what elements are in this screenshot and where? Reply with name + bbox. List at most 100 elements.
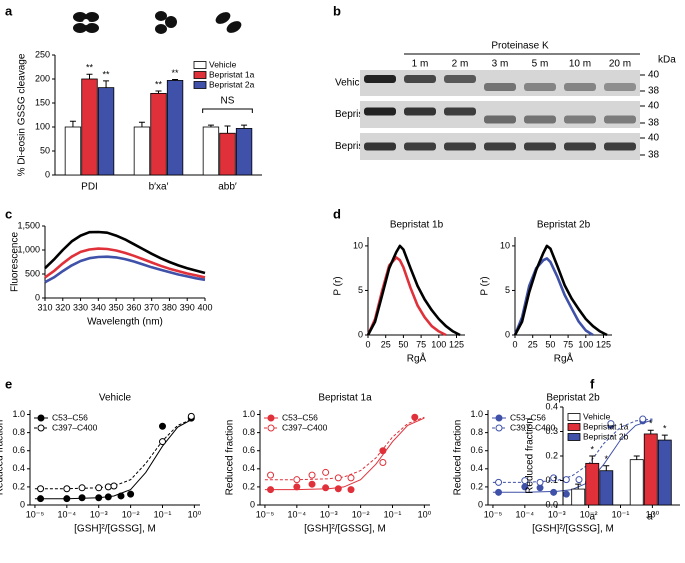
blot-band	[364, 75, 396, 83]
y-tick-label: 0	[250, 499, 255, 509]
y-axis-label: P (r)	[333, 276, 344, 295]
x-tick-label: 10⁻¹	[154, 509, 172, 519]
point	[322, 484, 330, 492]
marker-label: 40	[648, 101, 660, 112]
y-tick-label: 0.4	[545, 401, 558, 411]
point	[347, 474, 355, 482]
legend-label: Bepristat 2b	[583, 431, 629, 441]
legend-marker	[495, 414, 503, 422]
blot-band	[604, 142, 636, 151]
x-tick-label: a′	[647, 512, 655, 523]
error-bar	[138, 121, 145, 127]
point	[308, 480, 316, 488]
x-tick-label: 10⁻²	[352, 509, 370, 519]
x-tick-label: 10⁻³	[320, 509, 338, 519]
x-tick-label: 310	[37, 302, 52, 312]
y-tick-label: 0	[20, 499, 25, 509]
error-bar	[172, 78, 179, 81]
legend-label: C53–C56	[510, 412, 546, 422]
error-bar	[103, 80, 110, 88]
y-axis-label: Fluorescence	[10, 232, 21, 292]
legend-marker	[267, 414, 275, 422]
error-bar	[661, 434, 668, 441]
significance-label: **	[155, 79, 163, 89]
blot-band	[524, 115, 556, 124]
x-tick-label: a	[589, 512, 595, 523]
line	[44, 255, 206, 284]
legend-swatch	[193, 61, 207, 69]
blot-band	[364, 107, 396, 116]
y-tick-label: 1.0	[242, 409, 255, 419]
bar	[657, 439, 672, 506]
point	[78, 494, 86, 502]
bar	[629, 459, 644, 506]
y-tick-label: 0.6	[242, 445, 255, 455]
x-tick-label: 0	[512, 339, 517, 349]
blot-band	[604, 83, 636, 91]
legend-label: Bepristat 1a	[583, 421, 629, 431]
blot-band	[404, 107, 436, 116]
panel-label: f	[590, 376, 595, 391]
point	[95, 484, 103, 492]
lane-label: 2 m	[452, 59, 469, 70]
legend-swatch	[567, 423, 581, 431]
row-label: Vehicle	[335, 78, 368, 89]
point	[37, 495, 45, 503]
legend-label: Vehicle	[209, 59, 237, 69]
x-tick-label: 320	[55, 302, 70, 312]
x-tick-label: 10⁻⁵	[26, 509, 45, 519]
x-tick-label: 10⁻³	[90, 509, 108, 519]
x-axis-label: RgÅ	[407, 352, 427, 365]
legend-label: Bepristat 1a	[209, 69, 255, 79]
fit-curve	[34, 417, 195, 500]
chart-title: Vehicle	[99, 393, 132, 404]
y-tick-label: 0.4	[12, 463, 25, 473]
blot-band	[564, 83, 596, 91]
x-tick-label: 10⁰	[418, 509, 432, 519]
panel-label: a	[5, 3, 13, 18]
x-tick-label: 25	[381, 339, 391, 349]
x-tick-label: 370	[144, 302, 159, 312]
y-tick-label: 0	[478, 499, 483, 509]
point	[550, 474, 558, 482]
x-tick-label: 390	[180, 302, 195, 312]
point	[104, 483, 112, 491]
bar	[150, 93, 167, 176]
point	[347, 486, 355, 494]
error-bar	[589, 455, 596, 464]
fit-curve	[264, 416, 425, 481]
point	[110, 482, 118, 490]
point	[521, 477, 529, 485]
lane-label: 5 m	[532, 59, 549, 70]
x-tick-label: 125	[596, 339, 611, 349]
blot-band	[364, 142, 396, 151]
x-tick-label: 50	[545, 339, 555, 349]
x-tick-label: 10⁻²	[122, 509, 140, 519]
bar	[571, 488, 586, 506]
legend-label: Vehicle	[583, 411, 611, 421]
y-tick-label: 0.2	[545, 450, 558, 460]
point	[187, 412, 195, 420]
x-axis-label: Wavelength (nm)	[87, 317, 163, 328]
blot-header: Proteinase K	[491, 41, 549, 52]
x-tick-label: abb′	[218, 182, 237, 193]
error-bar	[241, 124, 248, 129]
point	[117, 492, 125, 500]
blot-band	[444, 75, 476, 83]
marker-label: 38	[648, 86, 660, 97]
point	[639, 415, 647, 423]
x-tick-label: 380	[162, 302, 177, 312]
y-tick-label: 10	[353, 240, 363, 250]
marker-label: 40	[648, 70, 660, 81]
y-axis-label: Reduced fraction	[225, 420, 236, 496]
point	[495, 488, 503, 496]
error-bar	[575, 483, 582, 490]
blot-band	[484, 115, 516, 124]
x-tick-label: 125	[449, 339, 464, 349]
point	[78, 484, 86, 492]
point	[562, 490, 570, 498]
x-tick-label: 10⁰	[646, 509, 660, 519]
y-tick-label: 0.6	[12, 445, 25, 455]
error-bar	[155, 90, 162, 94]
